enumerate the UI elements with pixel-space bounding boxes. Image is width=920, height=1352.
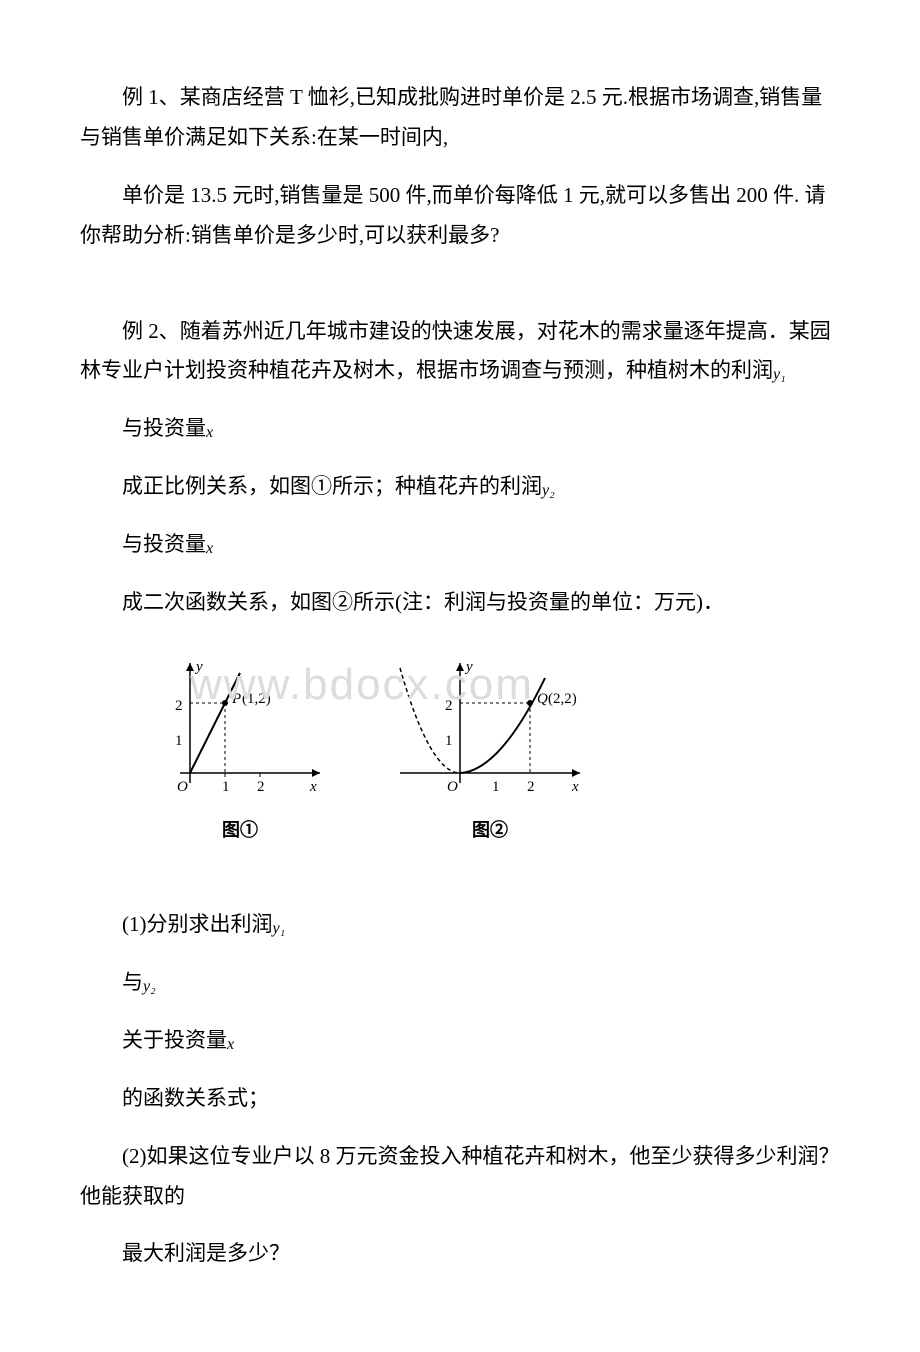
example1-para1: 例 1、某商店经营 T 恤衫,已知成批购进时单价是 2.5 元.根据市场调查,销… (80, 78, 840, 158)
x-symbol-1: x (206, 424, 213, 441)
figure-1-caption: 图① (222, 813, 258, 847)
svg-text:P: P (231, 691, 241, 707)
q1-text2: 与 (122, 970, 143, 994)
svg-text:y: y (464, 659, 473, 675)
svg-text:y: y (194, 659, 203, 675)
svg-text:2: 2 (445, 698, 453, 714)
example1-para2: 单价是 13.5 元时,销售量是 500 件,而单价每降低 1 元,就可以多售出… (80, 176, 840, 256)
q1-line2: 与y₂ (80, 963, 840, 1003)
svg-text:1: 1 (492, 779, 500, 795)
svg-text:O: O (177, 779, 188, 795)
svg-text:1: 1 (222, 779, 230, 795)
figure-1-wrap: 1 2 1 2 O y x P (1,2) 图① (140, 653, 340, 847)
q1-text1: (1)分别求出利润 (122, 912, 273, 936)
example2-para3: 成正比例关系，如图①所示；种植花卉的利润y₂ (80, 467, 840, 507)
example2-text5: 成二次函数关系，如图②所示(注：利润与投资量的单位：万元)． (122, 590, 724, 614)
y1-symbol: y₁ (773, 366, 786, 383)
example2-text2: 与投资量 (122, 416, 206, 440)
svg-text:2: 2 (175, 698, 183, 714)
figure-2-wrap: 1 2 1 2 O y x Q (2,2) 图② (380, 653, 600, 847)
example2-text1: 例 2、随着苏州近几年城市建设的快速发展，对花木的需求量逐年提高．某园林专业户计… (80, 319, 831, 383)
q2-line1: (2)如果这位专业户以 8 万元资金投入种植花卉和树木，他至少获得多少利润？他能… (80, 1137, 840, 1217)
example2-para5: 成二次函数关系，如图②所示(注：利润与投资量的单位：万元)． (80, 583, 840, 623)
example2-para4: 与投资量x (80, 525, 840, 565)
example2-para1: 例 2、随着苏州近几年城市建设的快速发展，对花木的需求量逐年提高．某园林专业户计… (80, 312, 840, 392)
svg-text:(2,2): (2,2) (548, 691, 577, 707)
svg-text:x: x (309, 779, 317, 795)
q1-line3: 关于投资量x (80, 1021, 840, 1061)
x-symbol-2: x (206, 540, 213, 557)
example2-text3: 成正比例关系，如图①所示；种植花卉的利润 (122, 474, 542, 498)
page-container: 例 1、某商店经营 T 恤衫,已知成批购进时单价是 2.5 元.根据市场调查,销… (80, 78, 840, 1274)
content-area: 例 1、某商店经营 T 恤衫,已知成批购进时单价是 2.5 元.根据市场调查,销… (80, 78, 840, 1274)
q1-x: x (227, 1036, 234, 1053)
figure-1-chart: 1 2 1 2 O y x P (1,2) (140, 653, 340, 803)
svg-text:(1,2): (1,2) (242, 691, 271, 707)
q1-y2: y₂ (143, 978, 156, 995)
svg-text:2: 2 (257, 779, 265, 795)
q2-line2: 最大利润是多少？ (80, 1234, 840, 1274)
svg-text:2: 2 (527, 779, 535, 795)
figures-row: 1 2 1 2 O y x P (1,2) 图① (140, 653, 840, 847)
q1-text3: 关于投资量 (122, 1028, 227, 1052)
example2-text4: 与投资量 (122, 532, 206, 556)
svg-text:Q: Q (537, 691, 548, 707)
figure-2-chart: 1 2 1 2 O y x Q (2,2) (380, 653, 600, 803)
q1-line4: 的函数关系式； (80, 1079, 840, 1119)
q1-line1: (1)分别求出利润y₁ (80, 905, 840, 945)
svg-text:x: x (571, 779, 579, 795)
example2-para2: 与投资量x (80, 409, 840, 449)
svg-text:O: O (447, 779, 458, 795)
y2-symbol: y₂ (542, 482, 555, 499)
svg-text:1: 1 (175, 733, 183, 749)
figure-2-caption: 图② (472, 813, 508, 847)
q1-y1: y₁ (273, 920, 286, 937)
svg-text:1: 1 (445, 733, 453, 749)
